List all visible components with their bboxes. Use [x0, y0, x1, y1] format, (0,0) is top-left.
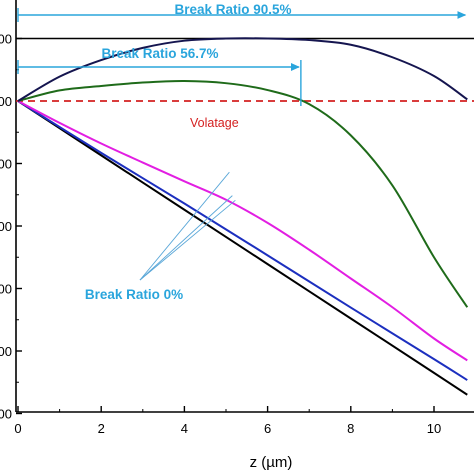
series-line-navy	[17, 37, 468, 102]
x-tick-label: 2	[98, 421, 105, 436]
y-tick-label: 00	[0, 407, 12, 422]
x-tick-label: 4	[181, 421, 188, 436]
y-tick-label: 00	[0, 344, 12, 359]
y-tick-label: 00	[0, 94, 12, 109]
x-axis-title: z (µm)	[250, 454, 293, 471]
y-tick-label: 00	[0, 282, 12, 297]
series-group	[16, 37, 474, 396]
x-tick-label: 8	[347, 421, 354, 436]
y-tick-label: 00	[0, 219, 12, 234]
series-line-green	[17, 79, 469, 308]
series-line-black	[17, 100, 468, 396]
break-ratio-90-label: Break Ratio 90.5%	[174, 2, 291, 17]
x-tick-label: 10	[427, 421, 441, 436]
break-ratio-0-label: Break Ratio 0%	[85, 287, 183, 302]
series-line-magenta	[17, 100, 468, 362]
break-ratio-0-pointer	[139, 195, 233, 281]
voltage-label: Volatage	[190, 116, 239, 130]
y-tick-label: 00	[0, 32, 12, 47]
break-ratio-56-label: Break Ratio 56.7%	[101, 46, 218, 61]
break-ratio-0-pointer	[139, 171, 230, 281]
y-tick-label: 00	[0, 157, 12, 172]
x-tick-label: 0	[14, 421, 21, 436]
series-line-blue	[17, 100, 468, 381]
break-ratio-0-pointer	[139, 199, 236, 281]
x-tick-label: 6	[264, 421, 271, 436]
